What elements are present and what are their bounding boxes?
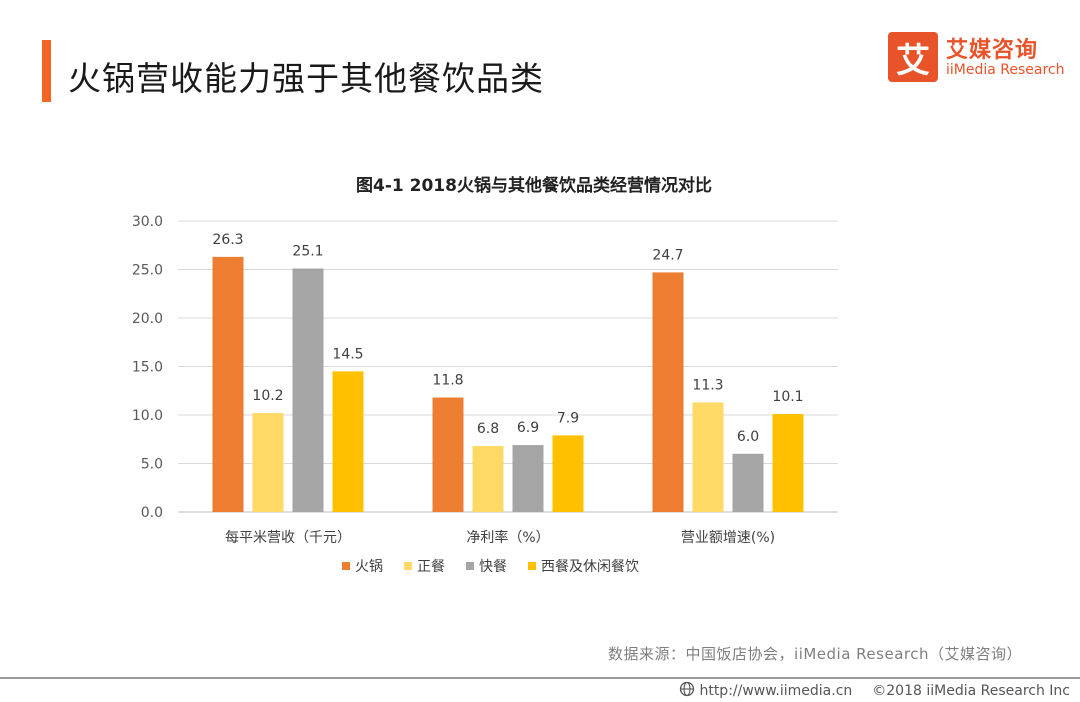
data-label: 10.2 bbox=[252, 388, 283, 404]
footer-divider bbox=[0, 677, 1080, 679]
legend-swatch bbox=[342, 562, 350, 570]
y-tick-label: 15.0 bbox=[132, 360, 163, 376]
data-label: 25.1 bbox=[292, 244, 323, 260]
y-tick-label: 20.0 bbox=[132, 311, 163, 327]
data-label: 24.7 bbox=[652, 247, 683, 263]
x-category-label: 每平米营收（千元） bbox=[225, 530, 351, 546]
bar bbox=[772, 414, 804, 512]
footer-url[interactable]: http://www.iimedia.cn bbox=[699, 683, 853, 699]
bar bbox=[732, 453, 764, 512]
bar bbox=[552, 435, 584, 512]
footer: http://www.iimedia.cn ©2018 iiMedia Rese… bbox=[679, 681, 1070, 701]
legend-label: 火锅 bbox=[355, 559, 383, 575]
bar bbox=[692, 402, 724, 512]
legend-swatch bbox=[528, 562, 536, 570]
iimedia-logo: 艾 艾媒咨询 iiMedia Research bbox=[888, 32, 1065, 84]
bar bbox=[472, 446, 504, 512]
legend-swatch bbox=[466, 562, 474, 570]
data-label: 11.3 bbox=[692, 377, 723, 393]
logo-mark: 艾 bbox=[888, 32, 938, 82]
y-tick-label: 5.0 bbox=[141, 457, 163, 473]
data-label: 11.8 bbox=[432, 373, 463, 389]
logo-name-en: iiMedia Research bbox=[946, 62, 1065, 78]
y-tick-label: 10.0 bbox=[132, 408, 163, 424]
y-tick-label: 30.0 bbox=[132, 214, 163, 230]
data-label: 6.8 bbox=[477, 421, 499, 437]
chart-title: 图4-1 2018火锅与其他餐饮品类经营情况对比 bbox=[356, 175, 712, 196]
title-accent-bar bbox=[42, 40, 51, 102]
bar bbox=[652, 272, 684, 512]
page-title: 火锅营收能力强于其他餐饮品类 bbox=[68, 59, 544, 98]
legend-label: 快餐 bbox=[479, 559, 507, 575]
globe-icon bbox=[679, 681, 695, 701]
data-label: 10.1 bbox=[772, 389, 803, 405]
legend-label: 正餐 bbox=[417, 559, 445, 575]
bar bbox=[252, 413, 284, 512]
data-label: 6.9 bbox=[517, 420, 539, 436]
data-label: 6.0 bbox=[737, 429, 759, 445]
data-source: 数据来源：中国饭店协会，iiMedia Research（艾媒咨询） bbox=[608, 645, 1022, 663]
logo-name-cn: 艾媒咨询 bbox=[946, 38, 1039, 63]
y-tick-label: 0.0 bbox=[141, 505, 163, 521]
bar-chart: 图4-1 2018火锅与其他餐饮品类经营情况对比 0.0 5.0 10.0 15.0 20… bbox=[132, 175, 838, 575]
bar bbox=[432, 397, 464, 512]
data-label: 26.3 bbox=[212, 232, 243, 248]
legend-swatch bbox=[404, 562, 412, 570]
data-label: 14.5 bbox=[332, 346, 363, 362]
legend-label: 西餐及休闲餐饮 bbox=[541, 559, 639, 575]
bar bbox=[292, 268, 324, 512]
y-tick-label: 25.0 bbox=[132, 263, 163, 279]
x-category-label: 营业额增速(%) bbox=[681, 530, 775, 546]
footer-copyright: ©2018 iiMedia Research Inc bbox=[872, 683, 1070, 699]
data-label: 7.9 bbox=[557, 410, 579, 426]
x-category-label: 净利率（%） bbox=[466, 529, 549, 546]
bar bbox=[512, 445, 544, 512]
bar bbox=[332, 371, 364, 512]
bar bbox=[212, 256, 244, 512]
